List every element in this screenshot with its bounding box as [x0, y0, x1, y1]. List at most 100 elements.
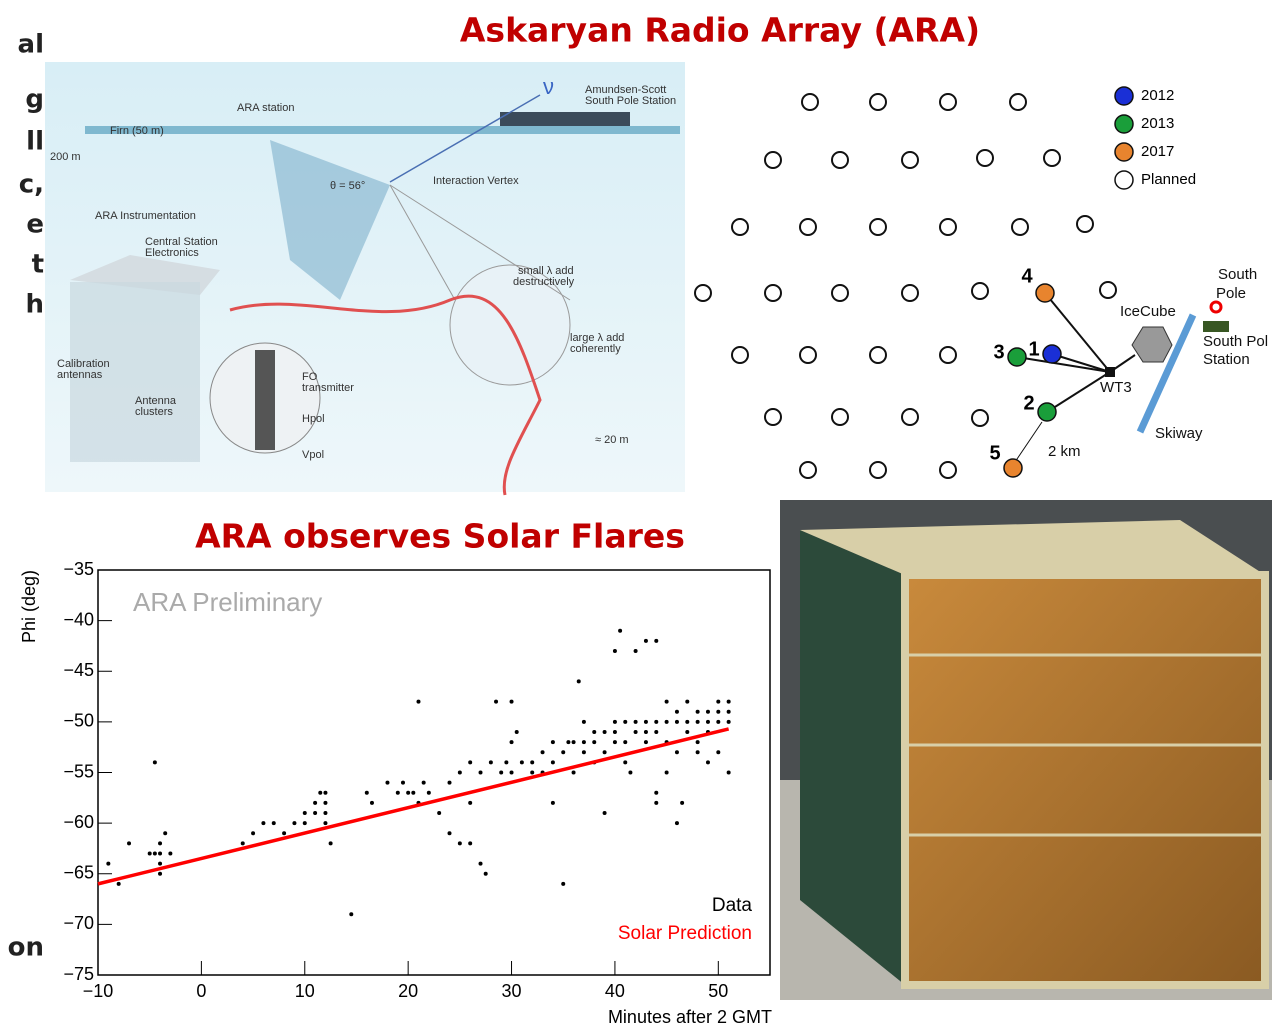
- data-point: [628, 771, 632, 775]
- data-point: [515, 730, 519, 734]
- data-point: [727, 771, 731, 775]
- data-point: [716, 700, 720, 704]
- data-point: [168, 852, 172, 856]
- data-point: [566, 740, 570, 744]
- data-point: [592, 730, 596, 734]
- station-label: 4: [1021, 265, 1033, 287]
- map-label: South Pol: [1203, 333, 1268, 350]
- data-point: [665, 700, 669, 704]
- data-point: [148, 852, 152, 856]
- data-point: [685, 730, 689, 734]
- data-point: [675, 710, 679, 714]
- data-point: [153, 852, 157, 856]
- data-point: [510, 771, 514, 775]
- map-label: Pole: [1216, 285, 1246, 302]
- planned-station: [732, 347, 748, 363]
- planned-station: [1010, 94, 1026, 110]
- data-point: [613, 730, 617, 734]
- planned-station: [732, 219, 748, 235]
- illustration-label: transmitter: [302, 382, 354, 394]
- illustration-label: ≈ 20 m: [595, 434, 629, 446]
- data-point: [716, 720, 720, 724]
- data-point: [416, 700, 420, 704]
- data-point: [551, 740, 555, 744]
- slide: al g ll c, e t h on Askaryan Radio Array…: [0, 0, 1272, 1031]
- planned-station: [765, 152, 781, 168]
- data-point: [406, 791, 410, 795]
- data-point: [385, 781, 389, 785]
- data-point: [665, 720, 669, 724]
- data-point: [504, 760, 508, 764]
- pole-station: [500, 112, 630, 126]
- planned-station: [802, 94, 818, 110]
- data-point: [323, 791, 327, 795]
- planned-station: [870, 219, 886, 235]
- planned-station: [902, 152, 918, 168]
- scale-arrow: [1015, 422, 1042, 462]
- illustration-label: 200 m: [50, 151, 81, 163]
- text-fragment: c,: [19, 170, 44, 200]
- data-point: [577, 679, 581, 683]
- antenna: [255, 350, 275, 450]
- legend-label: 2013: [1141, 115, 1174, 132]
- data-point: [613, 740, 617, 744]
- legend-label: Solar Prediction: [618, 923, 752, 944]
- data-point: [675, 821, 679, 825]
- station-label: 3: [993, 341, 1004, 363]
- x-tick-label: 20: [398, 981, 418, 1001]
- text-fragment: h: [25, 290, 44, 320]
- illustration-label: antennas: [57, 369, 103, 381]
- text-fragment: e: [26, 210, 44, 240]
- illustration-label: clusters: [135, 406, 173, 418]
- data-point: [582, 740, 586, 744]
- data-point: [158, 841, 162, 845]
- data-point: [654, 730, 658, 734]
- illustration-label: θ = 56°: [330, 180, 365, 192]
- data-point: [370, 801, 374, 805]
- data-point: [582, 720, 586, 724]
- annotation: ARA Preliminary: [133, 587, 322, 617]
- data-point: [696, 750, 700, 754]
- map-label: South: [1218, 266, 1257, 283]
- data-point: [551, 801, 555, 805]
- data-point: [323, 821, 327, 825]
- station: [1008, 348, 1026, 366]
- data-point: [127, 841, 131, 845]
- data-point: [329, 841, 333, 845]
- data-point: [541, 750, 545, 754]
- legend-label: Data: [712, 895, 753, 916]
- data-point: [665, 771, 669, 775]
- data-point: [468, 760, 472, 764]
- data-point: [318, 791, 322, 795]
- data-point: [634, 720, 638, 724]
- legend-label: 2017: [1141, 143, 1174, 160]
- data-point: [685, 720, 689, 724]
- data-point: [484, 872, 488, 876]
- data-point: [613, 649, 617, 653]
- data-point: [468, 801, 472, 805]
- data-point: [468, 841, 472, 845]
- data-point: [727, 710, 731, 714]
- data-point: [458, 841, 462, 845]
- data-point: [623, 740, 627, 744]
- planned-station: [972, 283, 988, 299]
- data-point: [323, 801, 327, 805]
- y-tick-label: −35: [63, 559, 94, 579]
- data-point: [706, 760, 710, 764]
- planned-station: [695, 285, 711, 301]
- data-point: [396, 791, 400, 795]
- data-point: [603, 730, 607, 734]
- data-point: [654, 791, 658, 795]
- planned-station: [800, 219, 816, 235]
- data-point: [303, 821, 307, 825]
- data-point: [618, 629, 622, 633]
- data-point: [158, 872, 162, 876]
- x-tick-label: 30: [502, 981, 522, 1001]
- pole-station: [1203, 321, 1229, 332]
- prediction-line: [98, 729, 729, 884]
- data-point: [675, 720, 679, 724]
- left-fragments: al g ll c, e t h on: [8, 30, 44, 963]
- planned-station: [870, 94, 886, 110]
- x-axis-title: Minutes after 2 GMT: [608, 1007, 772, 1027]
- data-point: [696, 710, 700, 714]
